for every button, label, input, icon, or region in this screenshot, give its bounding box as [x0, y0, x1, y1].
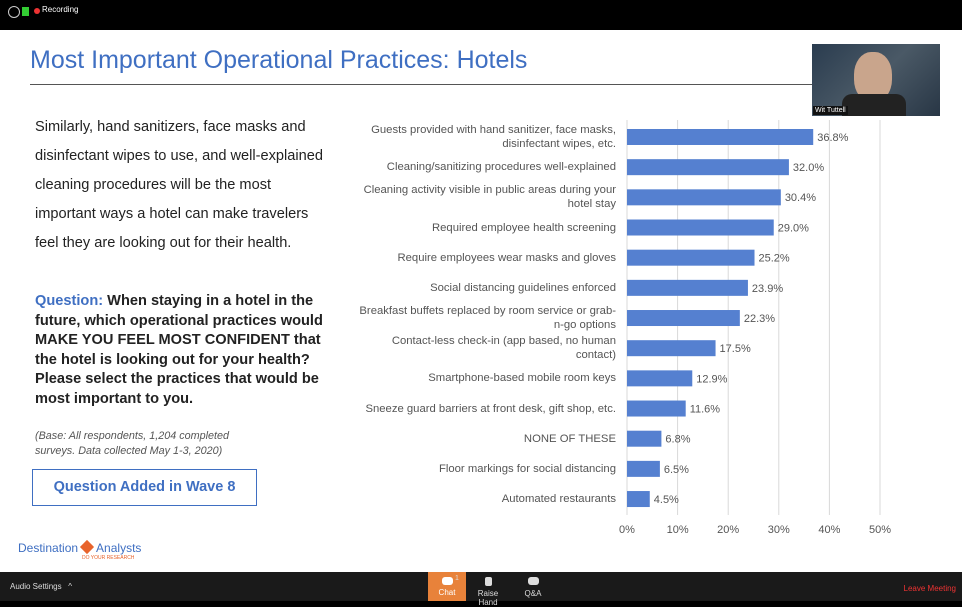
raise-hand-label: Raise Hand — [477, 589, 499, 607]
value-label: 11.6% — [690, 403, 721, 415]
value-label: 6.5% — [664, 464, 689, 476]
question: Question: When staying in a hotel in the… — [35, 292, 323, 409]
bar — [627, 430, 662, 447]
category-label: Guests provided with hand sanitizer, fac… — [371, 124, 616, 150]
category-label: Automated restaurants — [501, 493, 616, 506]
logo: Destination Analysts DO YOUR RESEARCH — [18, 539, 142, 561]
qa[interactable]: Q&A — [518, 577, 548, 598]
category-label: Required employee health screening — [431, 221, 616, 234]
value-label: 4.5% — [654, 494, 679, 506]
lock-icon — [22, 7, 29, 16]
bar — [627, 400, 686, 417]
value-label: 22.3% — [744, 313, 775, 325]
bar — [627, 370, 693, 387]
qa-label: Q&A — [524, 589, 542, 598]
bar — [627, 219, 774, 236]
category-label: Cleaning activity visible in public area… — [363, 184, 616, 211]
category-label: Social distancing guidelines enforced — [430, 281, 616, 294]
video-tile[interactable]: Wit Tuttell — [812, 44, 940, 116]
bar — [627, 129, 814, 145]
body-text: Similarly, hand sanitizers, face masks a… — [35, 119, 323, 251]
audio-label: Audio Settings — [10, 582, 62, 591]
x-tick-label: 10% — [667, 524, 689, 536]
audio-settings[interactable]: Audio Settings ^ — [10, 582, 73, 591]
bar — [627, 340, 716, 357]
logo-name: Analysts — [96, 541, 142, 555]
participant-name: Wit Tuttell — [813, 106, 848, 115]
value-label: 29.0% — [778, 222, 809, 234]
category-label: Contact-less check-in (app based, no hum… — [391, 335, 616, 362]
chat-button[interactable]: 1 Chat — [428, 572, 466, 601]
value-label: 30.4% — [785, 192, 816, 204]
category-label: Smartphone-based mobile room keys — [428, 372, 616, 385]
chat-badge: 1 — [455, 575, 459, 582]
bar — [627, 189, 781, 206]
top-bar: Recording — [0, 0, 962, 30]
chat-label: Chat — [438, 588, 456, 597]
slide-title: Most Important Operational Practices: Ho… — [30, 46, 528, 74]
x-tick-label: 30% — [768, 524, 790, 536]
x-tick-label: 40% — [818, 524, 840, 536]
value-label: 32.0% — [793, 162, 824, 174]
bar — [627, 491, 650, 508]
bar — [627, 460, 660, 477]
x-tick-label: 0% — [619, 524, 635, 536]
chart: 0% 10% 20% 30% 40% 50% 36.8% 32.0% 30.4% 29.0% 25.… — [619, 120, 891, 536]
participant-face — [854, 52, 892, 102]
info-icon[interactable] — [8, 6, 20, 18]
rec-dot — [34, 8, 40, 14]
category-label: Floor markings for social distancing — [438, 462, 616, 475]
value-label: 36.8% — [817, 132, 848, 144]
category-label: NONE OF THESE — [523, 432, 616, 445]
title-rule — [30, 84, 812, 85]
wave-button: Question Added in Wave 8 — [32, 469, 257, 506]
recording-status: Recording — [42, 5, 79, 14]
value-label: 17.5% — [720, 343, 751, 355]
bar — [627, 279, 748, 296]
value-label: 12.9% — [696, 373, 727, 385]
leave-meeting[interactable]: Leave Meeting — [903, 584, 956, 593]
x-tick-label: 20% — [717, 524, 739, 536]
category-label: Sneeze guard barriers at front desk, gif… — [365, 402, 616, 415]
category-label: Cleaning/sanitizing procedures well-expl… — [386, 161, 616, 174]
participant-body — [842, 94, 906, 116]
logo-name: Destination — [18, 541, 79, 555]
category-label: Breakfast buffets replaced by room servi… — [359, 305, 616, 332]
category-label: Require employees wear masks and gloves — [397, 251, 616, 264]
bar — [627, 310, 740, 327]
bar — [627, 249, 755, 266]
bar — [627, 159, 789, 176]
toolbar: Audio Settings ^ 1 Chat Raise Hand Q&A L… — [0, 572, 962, 607]
value-label: 6.8% — [665, 434, 690, 446]
value-label: 23.9% — [752, 283, 783, 295]
raise-hand[interactable]: Raise Hand — [470, 577, 506, 607]
question-text: When staying in a hotel in the future, w… — [35, 293, 323, 407]
chat-icon — [441, 577, 453, 585]
slide: Most Important Operational Practices: Ho… — [0, 30, 962, 572]
base-note: (Base: All respondents, 1,204 completed … — [35, 430, 230, 457]
value-label: 25.2% — [759, 253, 790, 265]
logo-tagline: DO YOUR RESEARCH — [82, 555, 135, 561]
question-label: Question: — [35, 293, 104, 309]
x-tick-label: 50% — [869, 524, 891, 536]
